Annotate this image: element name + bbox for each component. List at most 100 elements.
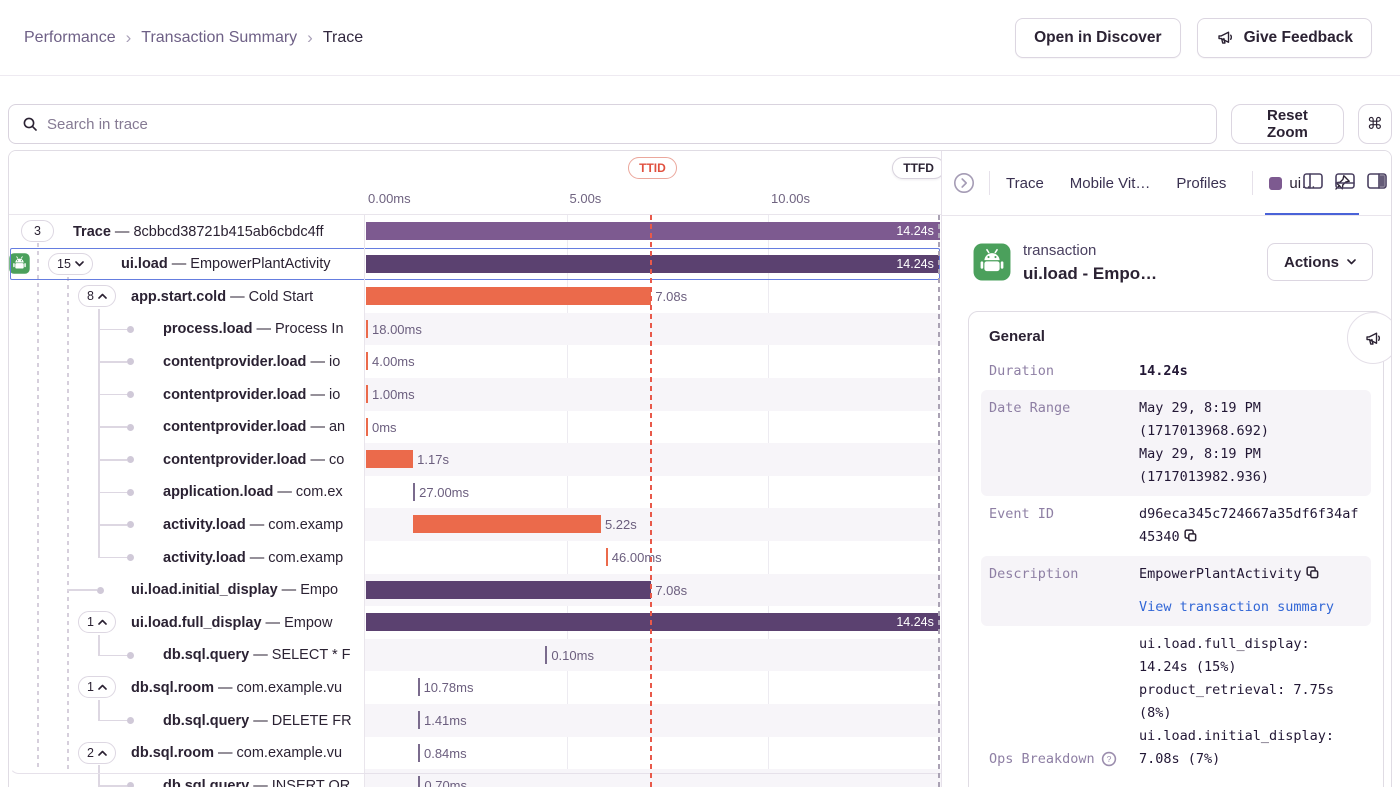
marker-pill-ttfd[interactable]: TTFD bbox=[892, 157, 941, 179]
span-bar-db.sql.query[interactable] bbox=[545, 645, 548, 664]
dock-right-icon[interactable] bbox=[1367, 173, 1387, 189]
table-row-db.sql.room[interactable]: 0.84ms 2 db.sql.room — com.example.vu bbox=[9, 737, 941, 770]
badge-count: 15 bbox=[57, 256, 71, 271]
search-icon bbox=[22, 116, 38, 132]
search-box[interactable] bbox=[8, 104, 1217, 144]
general-card-title: General bbox=[989, 328, 1045, 345]
tree-guide-stub bbox=[98, 328, 127, 331]
span-bar-contentprovider.load[interactable] bbox=[366, 417, 368, 436]
dock-bottom-icon[interactable] bbox=[1335, 173, 1355, 189]
table-row-activity.load[interactable]: 46.00ms activity.load — com.examp bbox=[9, 541, 941, 574]
copy-icon[interactable] bbox=[1305, 565, 1320, 580]
span-children-badge[interactable]: 1 bbox=[78, 676, 116, 699]
table-row-Trace[interactable]: 14.24s 3 Trace — 8cbbcd38721b415ab6cbdc4ff bbox=[9, 215, 941, 248]
span-children-badge[interactable]: 8 bbox=[78, 285, 116, 308]
table-row-activity.load[interactable]: 5.22s activity.load — com.examp bbox=[9, 508, 941, 541]
span-bar-app.start.cold[interactable] bbox=[366, 287, 652, 306]
span-bar-contentprovider.load[interactable] bbox=[366, 352, 368, 371]
trace-waterfall[interactable]: 14.24s 3 Trace — 8cbbcd38721b415ab6cbdc4ff… bbox=[9, 151, 941, 787]
span-bar-contentprovider.load[interactable] bbox=[366, 385, 368, 403]
tree-connector-dot bbox=[127, 456, 134, 464]
table-row-application.load[interactable]: 27.00ms application.load — com.ex bbox=[9, 476, 941, 509]
top-header: Performance › Transaction Summary › Trace Op… bbox=[0, 0, 1400, 76]
span-bar-application.load[interactable] bbox=[413, 482, 416, 501]
table-row-ui.load[interactable]: 14.24s 15 ui.load — EmpowerPlantActivity bbox=[9, 248, 941, 281]
span-children-badge[interactable]: 3 bbox=[21, 220, 54, 242]
shortcut-button[interactable]: ⌘ bbox=[1357, 104, 1392, 144]
span-duration-label: 1.17s bbox=[417, 452, 449, 468]
table-row-contentprovider.load[interactable]: 0ms contentprovider.load — an bbox=[9, 411, 941, 444]
span-bar-activity.load[interactable] bbox=[605, 548, 608, 566]
kv-value-line: (1717013968.692) bbox=[1139, 423, 1270, 439]
span-duration-label: 14.24s bbox=[896, 615, 934, 630]
span-bar-db.sql.room[interactable] bbox=[417, 678, 420, 697]
tree-connector-dot bbox=[127, 651, 134, 659]
table-row-contentprovider.load[interactable]: 1.00ms contentprovider.load — io bbox=[9, 378, 941, 411]
kv-key: Date Range bbox=[989, 397, 1139, 489]
give-feedback-button[interactable]: Give Feedback bbox=[1196, 17, 1372, 58]
table-row-app.start.cold[interactable]: 7.08s 8 app.start.cold — Cold Start bbox=[9, 280, 941, 313]
table-row-ui.load.initial_display[interactable]: 7.08s ui.load.initial_display — Empo bbox=[9, 573, 941, 607]
reset-zoom-button[interactable]: Reset Zoom bbox=[1231, 104, 1344, 144]
layout-buttons bbox=[1303, 173, 1387, 189]
table-row-db.sql.query[interactable]: 0.10ms db.sql.query — SELECT * F bbox=[9, 638, 941, 672]
row-chart-cell: 14.24s bbox=[364, 248, 941, 281]
description-value: EmpowerPlantActivity bbox=[1139, 563, 1363, 586]
row-tree-cell: application.load — com.ex bbox=[9, 476, 364, 509]
row-tree-cell: contentprovider.load — io bbox=[9, 378, 364, 411]
span-bar-process.load[interactable] bbox=[366, 319, 368, 338]
table-row-process.load[interactable]: 18.00ms process.load — Process In bbox=[9, 312, 941, 346]
table-row-contentprovider.load[interactable]: 1.17s contentprovider.load — co bbox=[9, 443, 941, 476]
tab-profiles[interactable]: Profiles bbox=[1176, 174, 1227, 192]
tab-mobilevit[interactable]: Mobile Vit… bbox=[1069, 174, 1151, 192]
table-row-db.sql.query[interactable]: 0.70ms db.sql.query — INSERT OR bbox=[9, 769, 941, 787]
actions-button[interactable]: Actions bbox=[1266, 243, 1373, 281]
badge-count: 2 bbox=[87, 745, 94, 760]
breadcrumb-item-performance[interactable]: Performance bbox=[24, 28, 116, 46]
search-input[interactable] bbox=[47, 115, 1203, 133]
transaction-header: transaction ui.load - Empo… Actions bbox=[942, 216, 1391, 311]
span-bar-Trace[interactable]: 14.24s bbox=[366, 222, 940, 240]
dock-left-icon[interactable] bbox=[1303, 173, 1323, 189]
marker-pill-ttid[interactable]: TTID bbox=[628, 157, 677, 179]
span-children-badge[interactable]: 15 bbox=[48, 252, 93, 275]
span-title: contentprovider.load — io bbox=[163, 353, 341, 370]
help-icon[interactable]: ? bbox=[1101, 751, 1117, 767]
span-children-badge[interactable]: 1 bbox=[78, 611, 116, 634]
span-bar-activity.load[interactable] bbox=[413, 515, 601, 534]
table-row-db.sql.room[interactable]: 10.78ms 1 db.sql.room — com.example.vu bbox=[9, 671, 941, 704]
tab-bar-divider bbox=[1252, 171, 1254, 195]
tree-connector-dot bbox=[127, 358, 134, 366]
span-title: process.load — Process In bbox=[163, 321, 344, 338]
open-in-discover-button[interactable]: Open in Discover bbox=[1015, 17, 1181, 58]
row-tree-cell: contentprovider.load — co bbox=[9, 443, 364, 476]
tree-guide-stub bbox=[98, 524, 127, 526]
tree-guide-stub bbox=[98, 785, 127, 787]
row-tree-cell: activity.load — com.examp bbox=[9, 541, 364, 574]
span-bar-contentprovider.load[interactable] bbox=[366, 450, 414, 469]
span-bar-ui.load[interactable]: 14.24s bbox=[366, 254, 940, 273]
feedback-float-button[interactable] bbox=[1347, 312, 1391, 364]
span-title: Trace — 8cbbcd38721b415ab6cbdc4ff bbox=[73, 223, 324, 240]
span-duration-label: 18.00ms bbox=[372, 321, 422, 337]
breadcrumb-item-transaction-summary[interactable]: Transaction Summary bbox=[141, 28, 298, 46]
table-row-contentprovider.load[interactable]: 4.00ms contentprovider.load — io bbox=[9, 345, 941, 378]
expand-panel-icon[interactable] bbox=[953, 172, 975, 194]
copy-icon[interactable] bbox=[1183, 528, 1198, 543]
tree-connector-dot bbox=[127, 717, 134, 724]
header-actions: Open in Discover Give Feedback bbox=[1015, 17, 1372, 58]
span-bar-ui.load.full_display[interactable]: 14.24s bbox=[366, 613, 940, 632]
span-bar-db.sql.query[interactable] bbox=[418, 776, 421, 787]
marker-line-ttfd bbox=[938, 179, 940, 787]
axis-tick-label: 5.00s bbox=[569, 191, 602, 206]
span-bar-db.sql.room[interactable] bbox=[417, 743, 420, 762]
span-children-badge[interactable]: 2 bbox=[78, 741, 116, 764]
row-chart-cell: 18.00ms bbox=[364, 312, 941, 346]
view-transaction-summary-link[interactable]: View transaction summary bbox=[1139, 599, 1335, 615]
span-bar-ui.load.initial_display[interactable] bbox=[366, 580, 652, 599]
kv-value: d96eca345c724667a35df6f34af45340 bbox=[1139, 506, 1359, 545]
span-bar-db.sql.query[interactable] bbox=[417, 711, 420, 729]
tab-trace[interactable]: Trace bbox=[1006, 174, 1044, 192]
table-row-db.sql.query[interactable]: 1.41ms db.sql.query — DELETE FR bbox=[9, 704, 941, 737]
table-row-ui.load.full_display[interactable]: 14.24s 1 ui.load.full_display — Empow bbox=[9, 606, 941, 639]
